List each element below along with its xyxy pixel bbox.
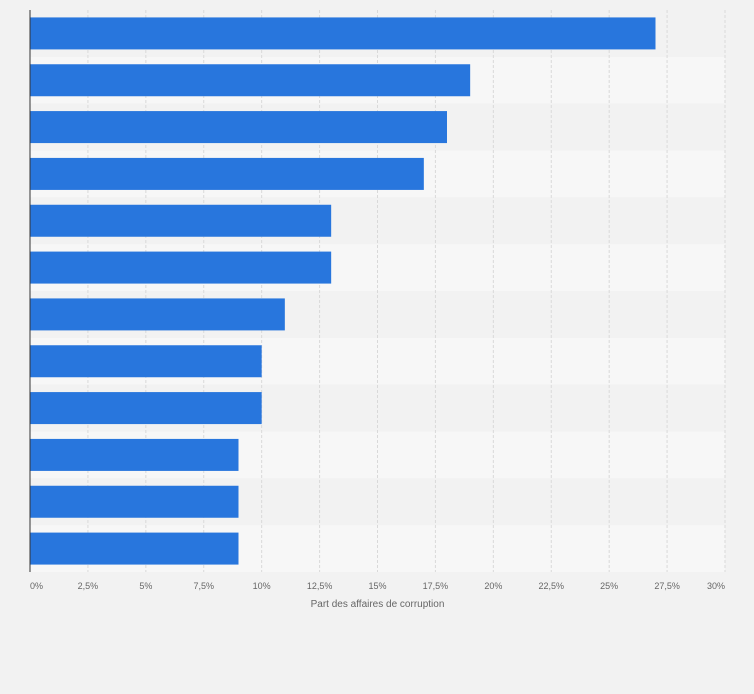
bar xyxy=(30,485,239,518)
x-tick-label: 22,5% xyxy=(538,581,564,591)
bar xyxy=(30,532,239,565)
x-tick-label: 5% xyxy=(139,581,152,591)
x-tick-label: 30% xyxy=(707,581,725,591)
x-tick-label: 12,5% xyxy=(307,581,333,591)
x-tick-label: 20% xyxy=(484,581,502,591)
x-tick-label: 27,5% xyxy=(654,581,680,591)
bar xyxy=(30,64,471,97)
bar xyxy=(30,298,285,331)
bar xyxy=(30,392,262,425)
x-tick-label: 2,5% xyxy=(78,581,99,591)
x-tick-label: 7,5% xyxy=(193,581,214,591)
x-axis-ticks: 0% 2,5% 5% 7,5% 10% 12,5% 15% 17,5% 20% 22,5% 25% 2… xyxy=(30,581,725,591)
bars xyxy=(30,17,656,565)
x-tick-label: 10% xyxy=(253,581,271,591)
x-tick-label: 17,5% xyxy=(423,581,449,591)
bar xyxy=(30,251,332,284)
x-axis-label: Part des affaires de corruption xyxy=(311,599,445,610)
bar xyxy=(30,345,262,378)
bar xyxy=(30,17,656,50)
bar xyxy=(30,111,447,144)
x-tick-label: 15% xyxy=(368,581,386,591)
bar xyxy=(30,157,424,190)
grid-lines xyxy=(87,10,726,572)
bar xyxy=(30,204,332,237)
x-tick-label: 0% xyxy=(30,581,43,591)
bar xyxy=(30,438,239,471)
x-tick-label: 25% xyxy=(600,581,618,591)
